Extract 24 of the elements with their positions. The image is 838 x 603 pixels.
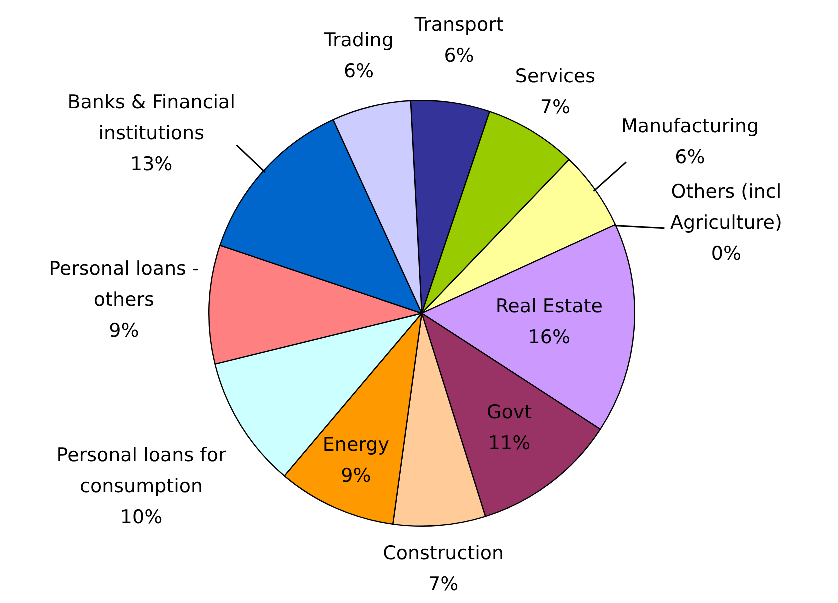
data-label: 6% (444, 44, 474, 67)
text: 0% (711, 243, 742, 266)
slice-label: Construction (383, 542, 504, 565)
category-label: Others (incl Agriculture) (670, 181, 782, 234)
data-label: 6% (344, 60, 374, 83)
data-label: 9% (109, 320, 140, 342)
slice-label: Transport (414, 14, 504, 36)
data-label: 9% (341, 464, 372, 487)
data-label: 6% (675, 146, 706, 169)
slice-label: Banks & Financial institutions (68, 92, 236, 145)
slice-label: Manufacturing (621, 116, 760, 138)
data-label: 13% (130, 154, 173, 176)
data-label: 7% (540, 96, 571, 119)
data-label: 10% (120, 506, 163, 528)
data-label: 11% (488, 432, 531, 454)
data-label: 16% (528, 326, 571, 348)
slice-label: Trading (323, 30, 394, 52)
slice-label: Real Estate (496, 295, 603, 318)
slice-label: Services (515, 66, 596, 88)
slice-label: Govt (487, 401, 532, 424)
slice-label: Personal loans - others (49, 258, 200, 311)
slice-label: Energy (322, 434, 390, 456)
data-label: 7% (428, 574, 459, 596)
slice-label: Personal loans for consumption (56, 444, 226, 498)
